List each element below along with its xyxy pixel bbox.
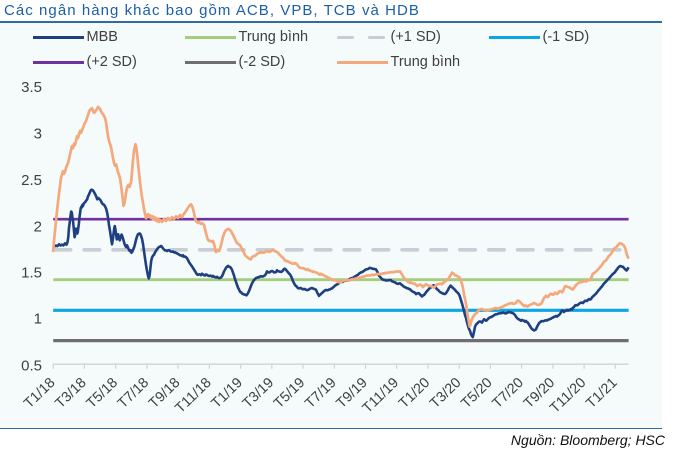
svg-text:T1/20: T1/20 <box>396 375 433 412</box>
svg-text:0.5: 0.5 <box>21 357 42 374</box>
svg-text:T5/19: T5/19 <box>271 375 308 412</box>
svg-text:T3/20: T3/20 <box>427 375 464 412</box>
svg-text:3.5: 3.5 <box>21 79 42 96</box>
svg-text:T3/18: T3/18 <box>52 375 89 412</box>
svg-text:1.5: 1.5 <box>21 264 42 281</box>
svg-text:T3/19: T3/19 <box>240 375 277 412</box>
svg-text:3: 3 <box>34 126 42 143</box>
svg-text:T7/19: T7/19 <box>302 375 339 412</box>
svg-text:T1/18: T1/18 <box>21 375 58 412</box>
svg-text:T1/19: T1/19 <box>208 375 245 412</box>
svg-text:T11/18: T11/18 <box>172 375 214 417</box>
svg-text:2: 2 <box>34 219 42 236</box>
svg-text:T5/20: T5/20 <box>458 375 495 412</box>
svg-text:2.5: 2.5 <box>21 172 42 189</box>
svg-text:T11/20: T11/20 <box>547 375 589 417</box>
svg-text:T7/20: T7/20 <box>489 375 526 412</box>
svg-text:1: 1 <box>34 311 42 328</box>
svg-text:T5/18: T5/18 <box>84 375 121 412</box>
svg-text:T11/19: T11/19 <box>360 375 402 417</box>
svg-text:T1/21: T1/21 <box>583 375 620 412</box>
svg-text:T7/18: T7/18 <box>115 375 152 412</box>
